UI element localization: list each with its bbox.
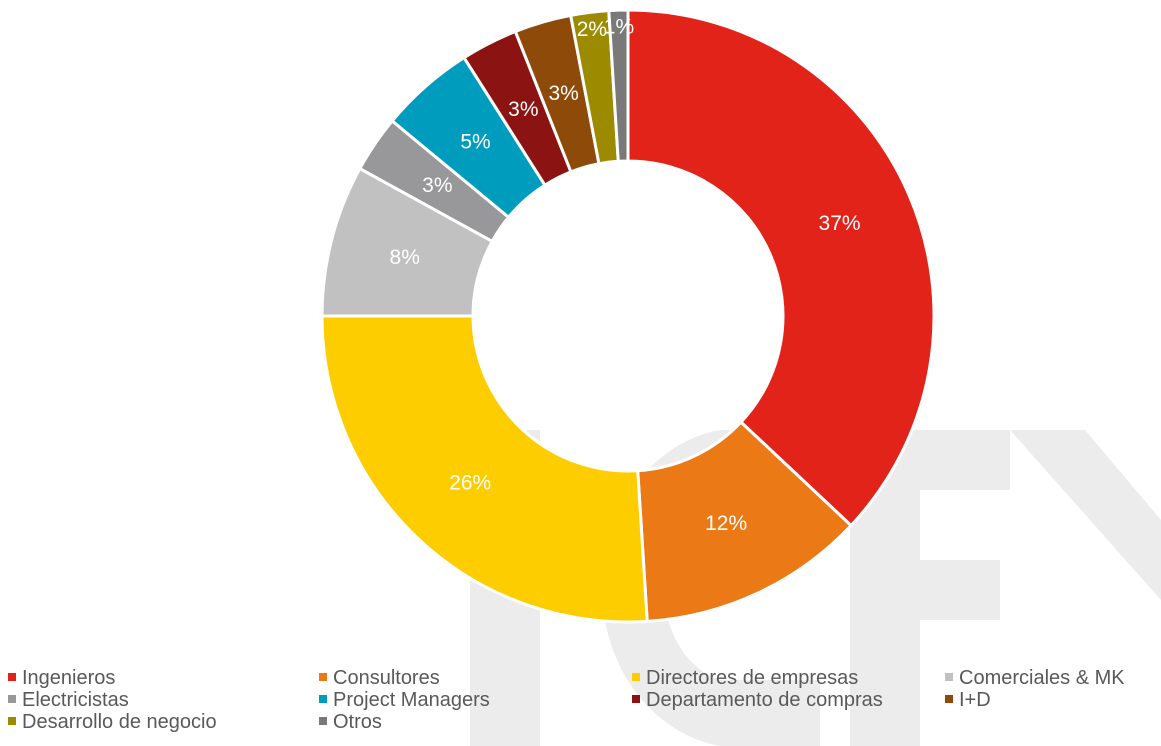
slice-value-label: 1% [604,16,634,39]
donut-slice-otros [607,8,630,163]
legend-item-project-managers: Project Managers [319,689,490,711]
slice-value-label: 26% [449,472,491,495]
legend-item-electricistas: Electricistas [8,689,129,711]
legend-label: Directores de empresas [646,667,859,689]
legend-item-consultores: Consultores [319,667,440,689]
legend-label: I+D [959,689,991,711]
slice-value-label: 12% [705,512,747,535]
legend-label: Otros [333,711,382,733]
legend-swatch [8,694,16,703]
legend-item-directores: Directores de empresas [632,667,858,689]
legend-item-comerciales: Comerciales & MK [945,667,1125,689]
legend-swatch [8,716,16,725]
legend-item-id: I+D [945,689,991,711]
slice-value-label: 37% [819,212,861,235]
legend-label: Ingenieros [22,667,116,689]
slice-value-label: 8% [390,246,420,269]
slice-value-label: 5% [460,131,490,154]
legend-swatch [632,672,640,681]
legend-label: Electricistas [22,689,129,711]
legend-item-compras: Departamento de compras [632,689,883,711]
slice-value-label: 2% [577,18,607,41]
slice-value-label: 3% [422,174,452,197]
donut-slice-ingenieros [626,8,936,528]
legend-swatch [319,694,327,703]
donut-slice-directores-de-empresas [320,314,649,624]
legend-label: Project Managers [333,689,490,711]
slice-value-label: 3% [508,98,538,121]
legend-label: Comerciales & MK [959,667,1125,689]
legend-swatch [632,694,640,703]
legend-swatch [8,672,16,681]
legend-swatch [319,716,327,725]
legend-item-ingenieros: Ingenieros [8,667,115,689]
slice-value-label: 3% [549,82,579,105]
legend-swatch [945,672,953,681]
legend-label: Consultores [333,667,440,689]
legend-swatch [945,694,953,703]
legend-label: Desarrollo de negocio [22,711,217,733]
legend-swatch [319,672,327,681]
legend-label: Departamento de compras [646,689,883,711]
legend-item-desarrollo: Desarrollo de negocio [8,711,217,733]
legend-item-otros: Otros [319,711,382,733]
